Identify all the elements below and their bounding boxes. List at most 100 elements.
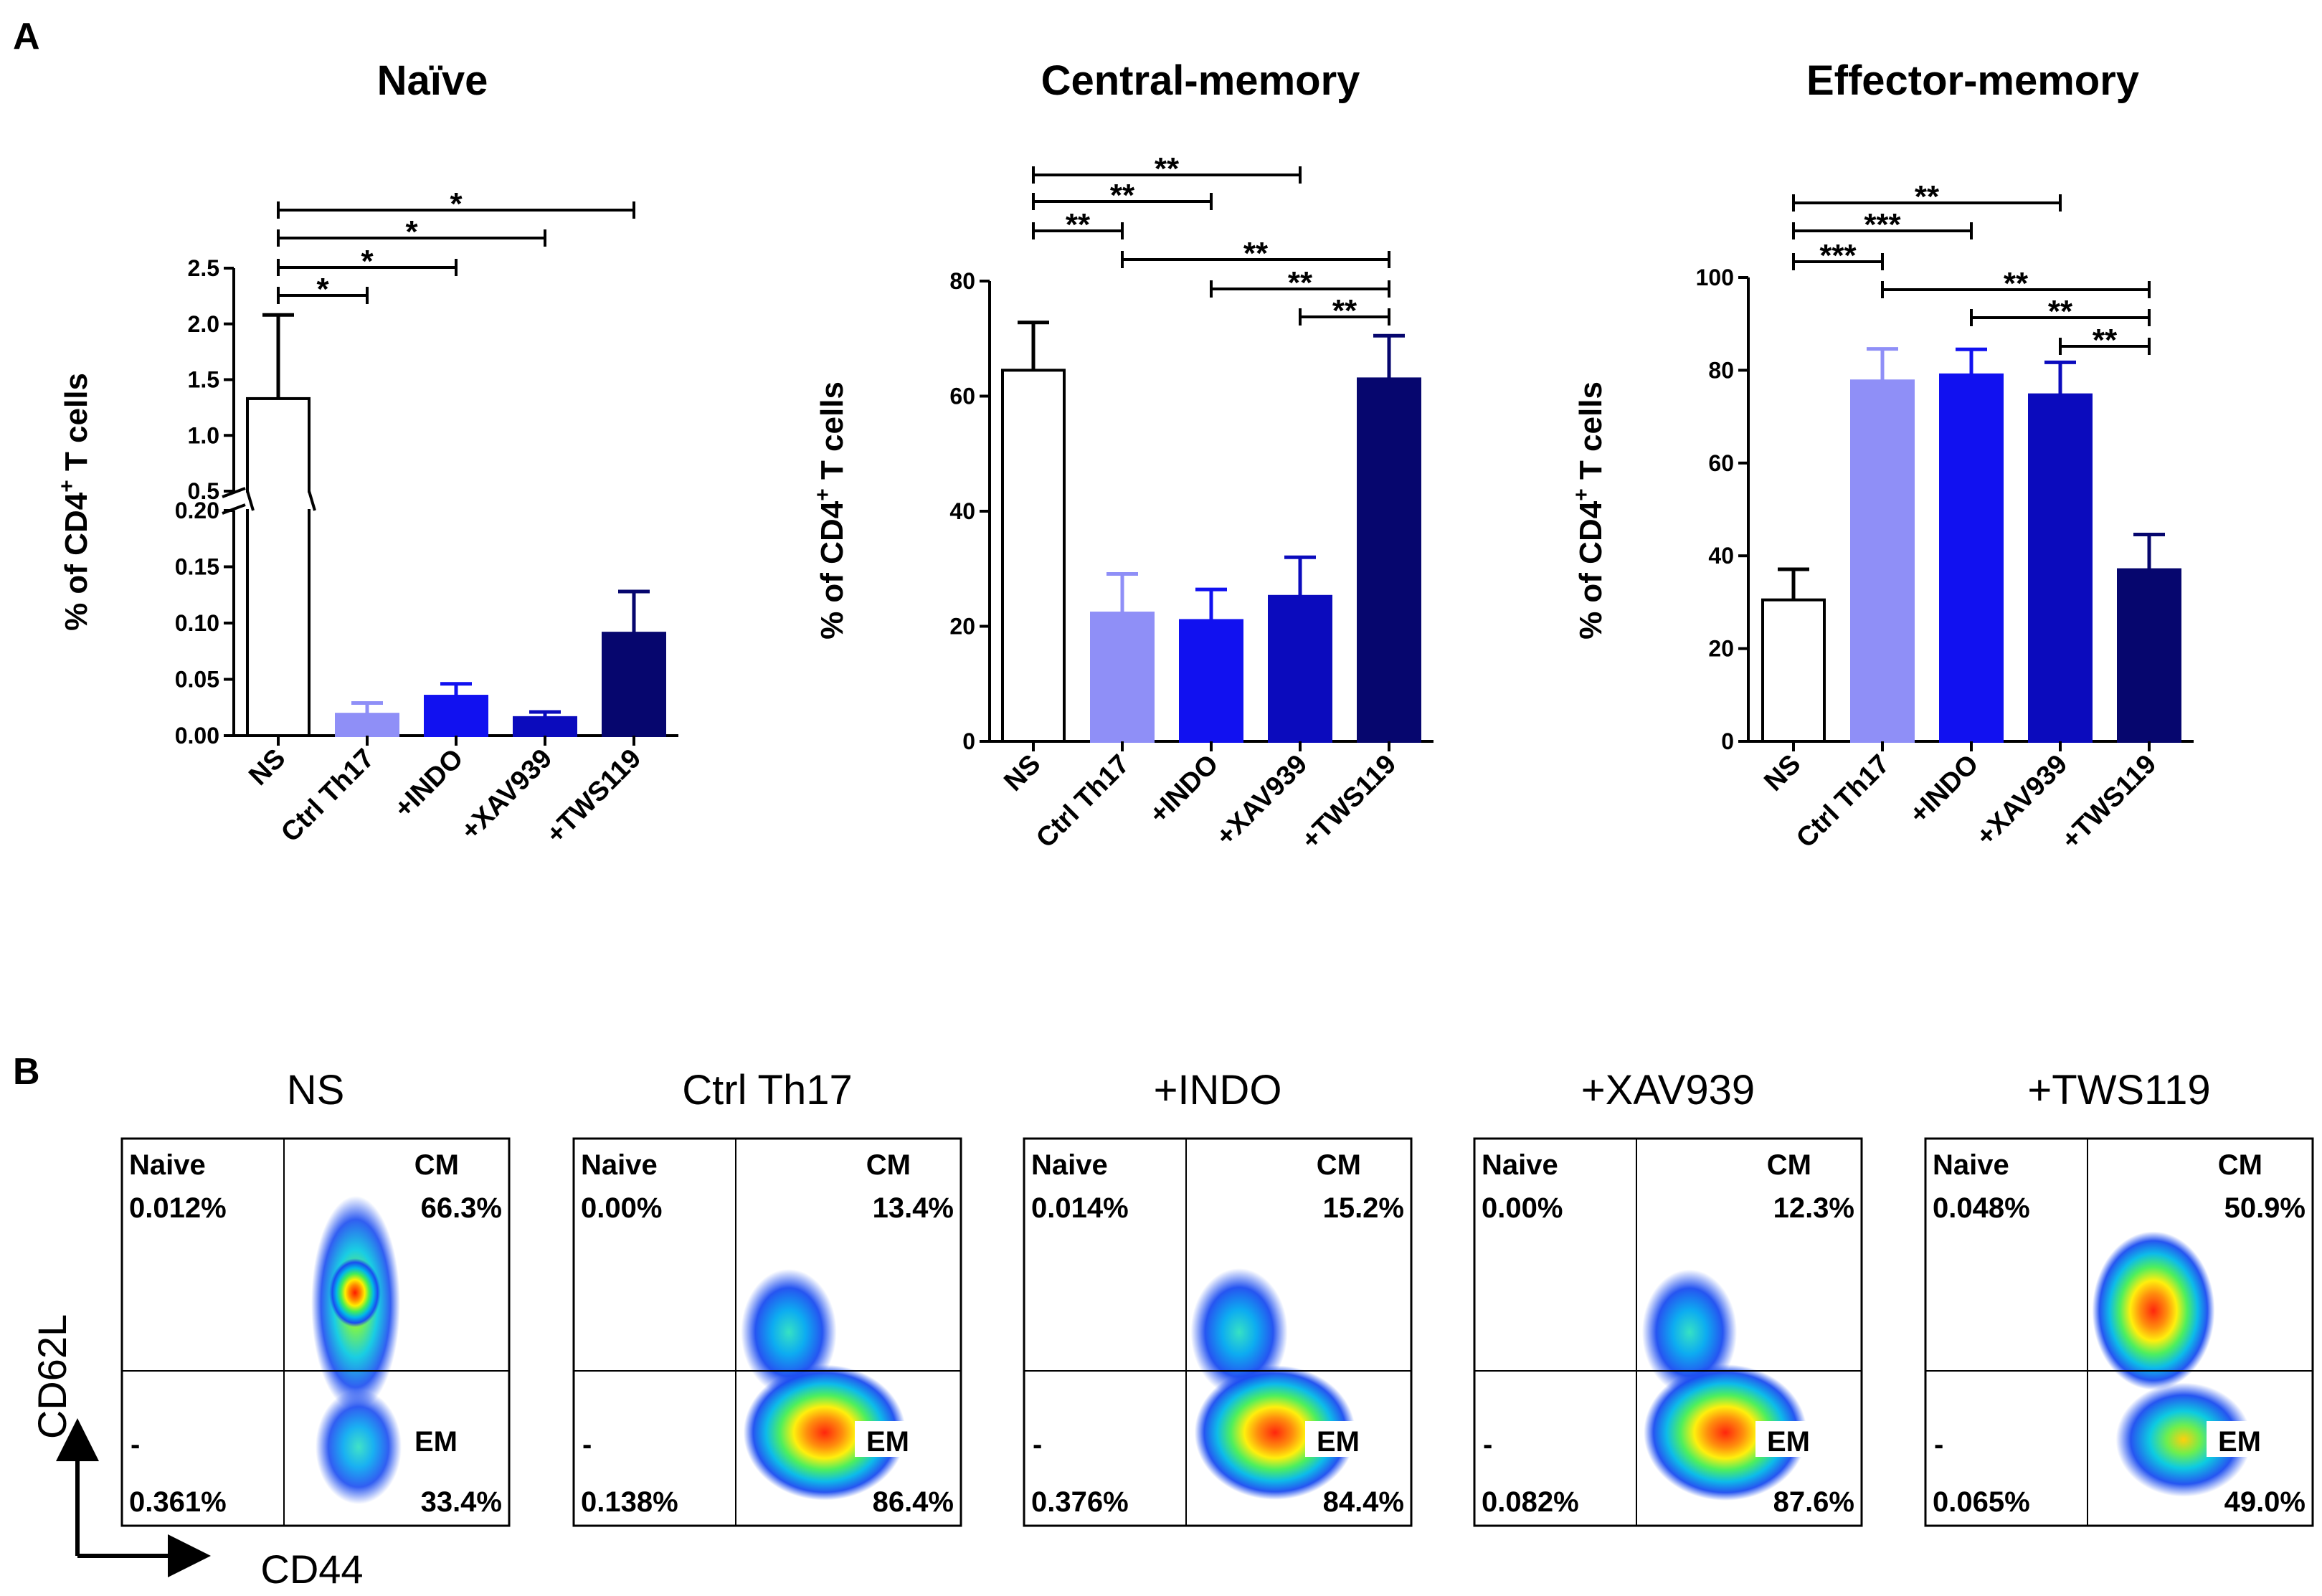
significance-label: * — [361, 244, 374, 279]
bar-indo — [424, 695, 488, 737]
significance-label: ** — [1243, 236, 1269, 271]
bar-xav939 — [513, 716, 577, 738]
density-cloud-cm — [2092, 1231, 2215, 1390]
bar-indo — [1179, 619, 1243, 743]
em-label: EM — [414, 1426, 458, 1458]
cm-percent: 12.3% — [1773, 1192, 1854, 1224]
y-tick-label: 0 — [962, 728, 975, 754]
y-tick-label: 20 — [949, 614, 975, 640]
significance-label: *** — [1864, 207, 1901, 242]
em-label-bg — [2207, 1421, 2262, 1457]
em-label: EM — [2218, 1426, 2261, 1458]
naive-label: Naive — [1482, 1149, 1558, 1181]
axis-break-mark — [222, 503, 246, 515]
flow-plot-title: NS — [287, 1067, 345, 1113]
flow-plot-title: +TWS119 — [2027, 1067, 2210, 1113]
neg-label: - — [1033, 1429, 1042, 1460]
bar-ns — [246, 396, 311, 737]
flow-plot-xav939: +XAV939 Naive 0.00% CM 12.3% - 0.082% EM 87.6% — [1473, 1067, 1863, 1527]
bar-ns — [1001, 369, 1066, 743]
cd44-axis-label: CD44 — [260, 1547, 363, 1592]
em-label-bg — [403, 1421, 459, 1457]
neg-percent: 0.361% — [129, 1486, 227, 1518]
em-label-bg — [855, 1421, 911, 1457]
significance-label: ** — [1915, 179, 1940, 214]
x-tick-label: +TWS119 — [1296, 749, 1402, 855]
density-cloud-em — [2115, 1382, 2252, 1497]
flow-plot-title: +XAV939 — [1581, 1067, 1755, 1113]
naive-label: Naive — [129, 1149, 206, 1181]
bar-ctrl-th17 — [1090, 612, 1155, 743]
chart-naive: Naïve 0.00 0.05 0.10 0.15 0.200.5 1.0 1.5 2.0 2.5… — [55, 57, 678, 850]
neg-label: - — [1934, 1429, 1943, 1460]
bar-tws119 — [602, 632, 666, 737]
neg-label: - — [131, 1429, 140, 1460]
naive-percent: 0.012% — [129, 1192, 227, 1224]
y-axis-label: % of CD4+ T cells — [811, 381, 850, 640]
em-label-bg — [1755, 1421, 1811, 1457]
bar-ctrl-th17 — [335, 713, 399, 737]
x-tick-label: Ctrl Th17 — [1030, 749, 1135, 854]
cm-label: CM — [2218, 1149, 2262, 1181]
flow-plot-ctrl-th17: Ctrl Th17 Naive 0.00% CM 13.4% - 0.138% EM 86.4% — [572, 1067, 962, 1527]
em-percent: 84.4% — [1323, 1486, 1404, 1518]
y-tick-label: 0.05 — [175, 667, 219, 693]
significance-label: * — [316, 272, 329, 307]
naive-label: Naive — [1933, 1149, 2009, 1181]
bar-xav939 — [2028, 393, 2093, 743]
y-tick-label: 40 — [949, 498, 975, 524]
em-label-bg — [1305, 1421, 1361, 1457]
x-tick-label: Ctrl Th17 — [275, 744, 380, 848]
density-cloud-em — [1644, 1364, 1807, 1501]
cm-label: CM — [866, 1149, 911, 1181]
neg-label: - — [582, 1429, 592, 1460]
significance-label: ** — [2048, 294, 2073, 329]
significance-label: ** — [1155, 151, 1180, 186]
axis-break-mark — [222, 487, 246, 498]
x-tick-label: NS — [1758, 749, 1806, 797]
chart-effector-memory: Effector-memory 0 20 40 60 80 100 % of CD4+ T c… — [1570, 57, 2194, 855]
significance-label: ** — [2093, 323, 2118, 358]
neg-percent: 0.082% — [1482, 1486, 1579, 1518]
cm-percent: 15.2% — [1323, 1192, 1404, 1224]
chart-title: Central-memory — [1041, 57, 1360, 104]
em-percent: 49.0% — [2224, 1486, 2306, 1518]
panel-b-label: B — [13, 1051, 40, 1093]
x-tick-label: NS — [243, 744, 291, 792]
cm-label: CM — [1767, 1149, 1811, 1181]
significance-label: ** — [1288, 265, 1313, 300]
y-tick-label: 0.20 — [175, 498, 219, 523]
naive-label: Naive — [1031, 1149, 1108, 1181]
y-tick-label: 60 — [1708, 450, 1734, 476]
naive-percent: 0.048% — [1933, 1192, 2030, 1224]
bar-indo — [1939, 373, 2004, 743]
naive-label: Naive — [581, 1149, 658, 1181]
axis-break-gap — [219, 493, 399, 509]
significance-label: ** — [2004, 266, 2029, 301]
flow-plot-title: +INDO — [1154, 1067, 1282, 1113]
significance-label: ** — [1332, 293, 1357, 328]
y-tick-label: 80 — [1708, 357, 1734, 383]
cm-percent: 13.4% — [873, 1192, 954, 1224]
bar-tws119 — [2117, 568, 2181, 743]
y-tick-label: 0 — [1721, 728, 1734, 754]
bar-xav939 — [1268, 594, 1332, 744]
density-cloud — [316, 1390, 402, 1504]
y-tick-label: 2.5 — [188, 255, 219, 281]
em-label: EM — [866, 1426, 909, 1458]
density-cloud-cm — [1641, 1269, 1738, 1395]
flow-plot-indo: +INDO Naive 0.014% CM 15.2% - 0.376% EM 84.4% — [1023, 1067, 1413, 1527]
density-cloud-cm — [741, 1268, 837, 1396]
significance-label: * — [405, 214, 418, 250]
y-axis-label: % of CD4+ T cells — [1570, 381, 1608, 640]
chart-title: Effector-memory — [1806, 57, 2139, 104]
bar-ctrl-th17 — [1850, 379, 1915, 743]
x-tick-label: +INDO — [1904, 749, 1985, 830]
density-cloud-core — [329, 1258, 381, 1327]
density-cloud-cm — [1190, 1268, 1288, 1397]
y-tick-label: 40 — [1708, 543, 1734, 569]
bar-tws119 — [1357, 377, 1421, 743]
neg-label: - — [1483, 1429, 1492, 1460]
y-tick-label: 1.0 — [188, 422, 219, 448]
